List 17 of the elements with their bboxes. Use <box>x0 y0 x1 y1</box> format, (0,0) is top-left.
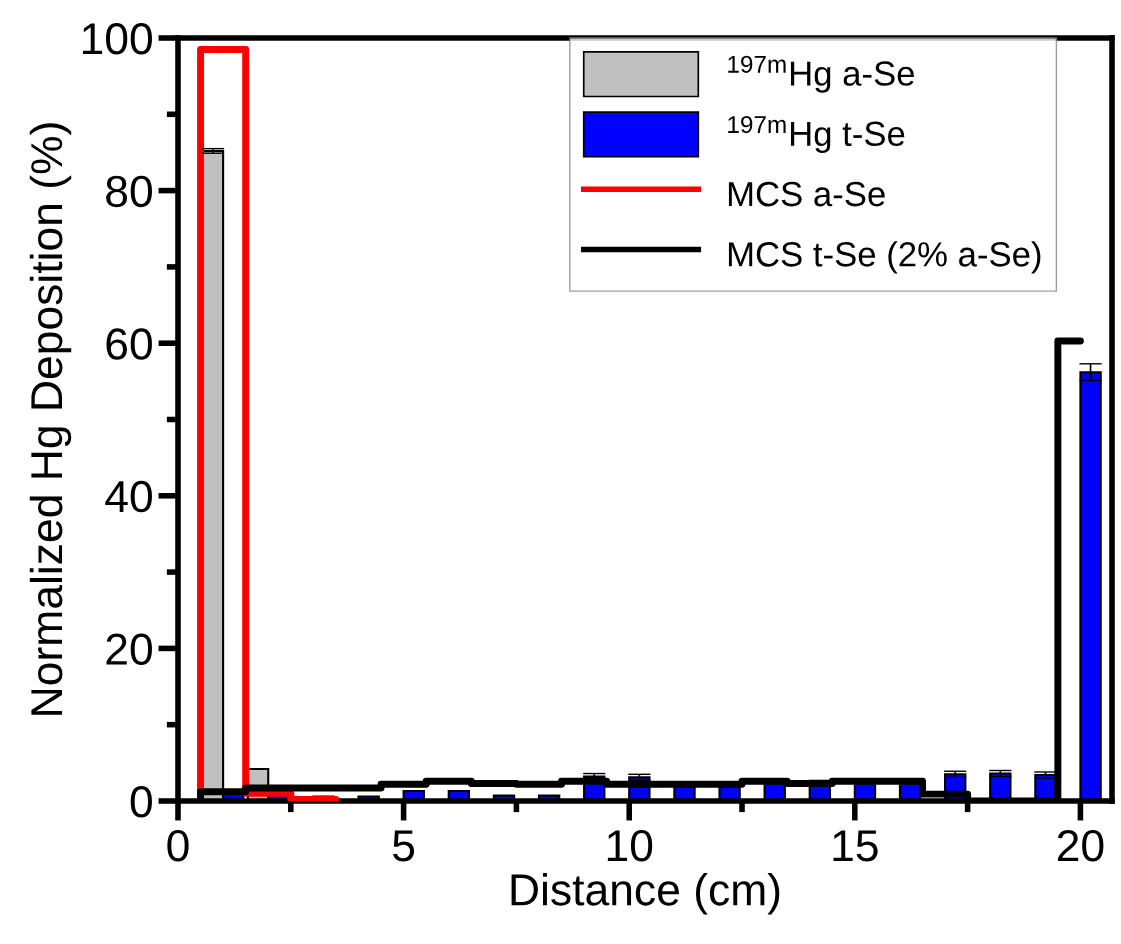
y-tick-label: 0 <box>130 786 152 818</box>
y-tick-label: 40 <box>105 480 152 513</box>
x-tick-label: 15 <box>833 830 878 862</box>
legend-label: $^{197m}$Hg a-Se <box>728 55 914 93</box>
x-axis-title: Distance (cm) <box>511 872 780 915</box>
y-tick-label: 20 <box>106 633 152 665</box>
x-tick-label: 20 <box>1057 829 1104 862</box>
x-tick-label: 10 <box>607 829 653 862</box>
x-tick-label: 0 <box>167 829 189 862</box>
y-tick-label: 60 <box>106 328 152 360</box>
legend-label: $^{197m}$Hg t-Se <box>728 115 905 153</box>
legend-label: MCS t-Se (2% a-Se) <box>728 241 1041 274</box>
y-axis-title: Normalized Hg Deposition (%) <box>29 123 72 715</box>
legend-label: MCS a-Se <box>728 181 885 207</box>
x-tick-label: 5 <box>393 830 415 862</box>
y-tick-label: 80 <box>106 175 152 208</box>
y-tick-label: 100 <box>82 23 152 55</box>
